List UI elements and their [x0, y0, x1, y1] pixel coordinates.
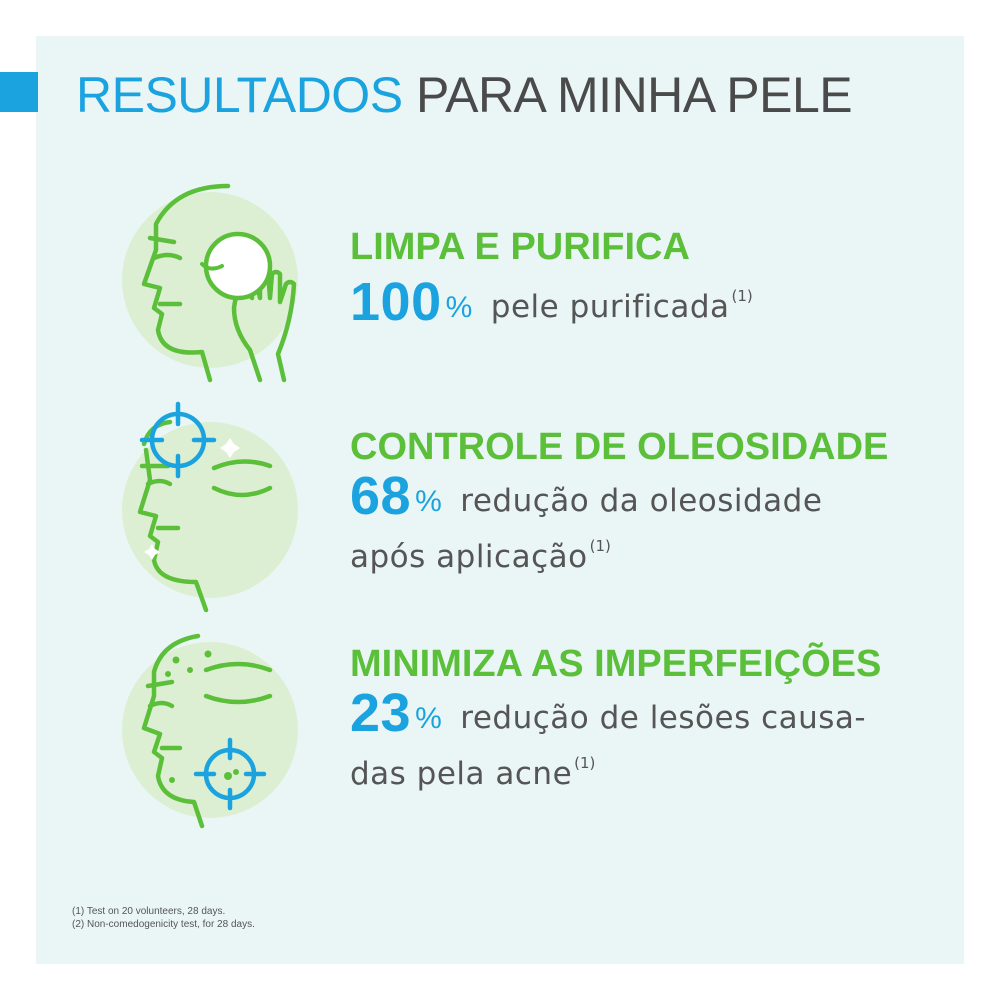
benefit-title: MINIMIZA AS IMPERFEIÇÕES — [350, 643, 882, 685]
stat-value: 100 — [350, 272, 442, 332]
title-highlight: RESULTADOS — [76, 67, 403, 123]
face-oil-target-icon — [110, 401, 310, 613]
face-blemish-target-icon — [110, 630, 310, 830]
footnote-2: (2) Non-comedogenicity test, for 28 days… — [72, 919, 255, 930]
stat-text: redução de lesões causa-das pela acne — [350, 700, 867, 792]
footnote-ref: (1) — [589, 537, 611, 555]
benefit-title: CONTROLE DE OLEOSIDADE — [350, 426, 889, 468]
face-cleansing-pad-icon — [110, 180, 310, 383]
footnote-ref: (1) — [731, 287, 753, 305]
page-title: RESULTADOS PARA MINHA PELE — [76, 60, 853, 130]
benefit-stat: 23% redução de lesões causa-das pela acne… — [350, 686, 905, 796]
benefit-imperfections: MINIMIZA AS IMPERFEIÇÕES 23% redução de l… — [350, 643, 950, 796]
footnotes: (1) Test on 20 volunteers, 28 days. (2) … — [72, 905, 255, 931]
benefit-stat: 100% pele purificada (1) — [350, 274, 950, 330]
accent-bar — [0, 72, 38, 112]
stat-text: redução da oleosidade após aplicação — [350, 483, 823, 575]
footnote-ref: (1) — [574, 754, 596, 772]
stat-value: 68 — [350, 466, 412, 526]
benefit-oil-control: CONTROLE DE OLEOSIDADE 68% redução da ole… — [350, 426, 950, 579]
stat-unit: % — [445, 291, 473, 324]
title-rest: PARA MINHA PELE — [415, 67, 853, 123]
footnote-1: (1) Test on 20 volunteers, 28 days. — [72, 906, 226, 917]
benefit-stat: 68% redução da oleosidade após aplicação(… — [350, 469, 870, 579]
stat-unit: % — [415, 702, 443, 735]
stat-value: 23 — [350, 683, 412, 743]
stat-text: pele purificada — [490, 289, 730, 325]
benefit-cleanse: LIMPA E PURIFICA 100% pele purificada (1) — [350, 226, 950, 330]
stat-unit: % — [415, 485, 443, 518]
benefit-title: LIMPA E PURIFICA — [350, 226, 690, 268]
